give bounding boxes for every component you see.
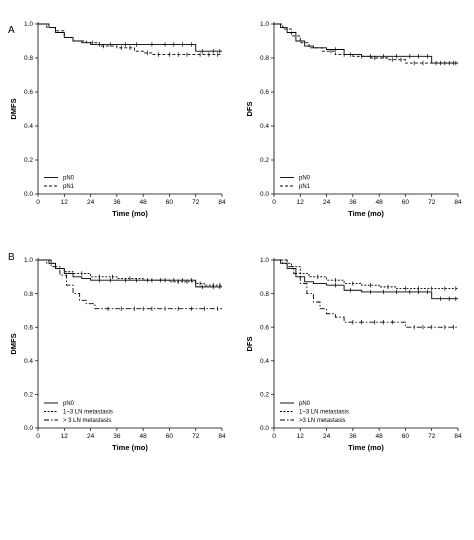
km-curve-dashdot <box>38 259 222 310</box>
y-axis-label: DMFS <box>9 333 18 354</box>
km-curve-solid <box>274 23 458 64</box>
x-tick-label: 24 <box>323 199 331 206</box>
x-tick-label: 48 <box>140 199 148 206</box>
y-tick-label: 0.4 <box>260 123 269 130</box>
legend-label: pN1 <box>299 184 311 190</box>
x-axis-label: Time (mo) <box>348 443 384 452</box>
km-plot-a-dfs: 0 12 24 36 48 60 72 84 0.0 0.2 0.4 0.6 0.8 1.0 Time (m… <box>245 21 462 218</box>
x-tick-label: 0 <box>272 433 276 440</box>
x-tick-label: 0 <box>36 199 40 206</box>
y-tick-label: 0.0 <box>24 425 33 432</box>
y-tick-label: 0.6 <box>260 89 269 96</box>
legend-label: pN0 <box>299 176 311 182</box>
y-tick-label: 0.8 <box>260 291 269 298</box>
legend-label: >3 LN metastasis <box>299 418 346 424</box>
x-axis-label: Time (mo) <box>348 209 384 218</box>
y-tick-label: 0.8 <box>260 55 269 62</box>
y-tick-label: 0.8 <box>24 291 33 298</box>
x-tick-label: 84 <box>218 433 226 440</box>
y-tick-label: 0.0 <box>260 191 269 198</box>
x-tick-label: 12 <box>61 433 69 440</box>
x-axis-label: Time (mo) <box>112 209 148 218</box>
panel-label-a: A <box>8 25 15 36</box>
x-tick-label: 0 <box>36 433 40 440</box>
panel-label-b: B <box>8 252 15 263</box>
km-plot-a-dmfs: 0 12 24 36 48 60 72 84 0.0 0.2 0.4 0.6 0.8 1.0 Time (m… <box>9 21 226 218</box>
y-tick-label: 1.0 <box>260 257 269 264</box>
km-curve-dashed <box>38 23 222 56</box>
y-axis-label: DMFS <box>9 98 18 119</box>
x-tick-label: 24 <box>323 433 331 440</box>
x-tick-label: 60 <box>402 433 410 440</box>
km-curve-solid <box>274 259 458 300</box>
y-tick-label: 1.0 <box>260 21 269 28</box>
x-tick-label: 60 <box>166 199 174 206</box>
km-curve-dashdot <box>274 259 458 328</box>
legend-label: 1~3 LN metastasis <box>299 410 349 416</box>
km-plot-b-dmfs: 0 12 24 36 48 60 72 84 0.0 0.2 0.4 0.6 0.8 1.0 Time (m… <box>9 257 226 452</box>
x-tick-label: 0 <box>272 199 276 206</box>
km-curve-dashed <box>274 23 458 64</box>
y-tick-label: 0.2 <box>24 392 33 399</box>
x-tick-label: 12 <box>61 199 69 206</box>
x-tick-label: 36 <box>113 433 121 440</box>
x-tick-label: 60 <box>166 433 174 440</box>
y-axis-label: DFS <box>245 337 254 352</box>
y-tick-label: 0.2 <box>24 157 33 164</box>
x-tick-label: 24 <box>87 433 95 440</box>
km-plot-b-dfs: 0 12 24 36 48 60 72 84 0.0 0.2 0.4 0.6 0.8 1.0 Time (m… <box>245 257 462 452</box>
x-tick-label: 48 <box>376 199 384 206</box>
x-tick-label: 24 <box>87 199 95 206</box>
y-tick-label: 0.6 <box>24 89 33 96</box>
y-tick-label: 0.2 <box>260 392 269 399</box>
km-curve-dotted <box>38 259 222 286</box>
x-tick-label: 72 <box>428 199 436 206</box>
y-tick-label: 0.4 <box>260 358 269 365</box>
y-tick-label: 0.6 <box>260 324 269 331</box>
x-tick-label: 72 <box>192 433 200 440</box>
legend-label: 1~3 LN metastasis <box>63 410 113 416</box>
y-axis-label: DFS <box>245 102 254 117</box>
y-tick-label: 0.0 <box>260 425 269 432</box>
x-tick-label: 36 <box>349 199 357 206</box>
y-tick-label: 0.0 <box>24 191 33 198</box>
y-tick-label: 1.0 <box>24 257 33 264</box>
y-tick-label: 0.4 <box>24 123 33 130</box>
legend-label: pN0 <box>63 401 75 407</box>
legend-label: pN0 <box>63 176 75 182</box>
x-tick-label: 60 <box>402 199 410 206</box>
x-tick-label: 48 <box>140 433 148 440</box>
x-tick-label: 72 <box>192 199 200 206</box>
y-tick-label: 0.8 <box>24 55 33 62</box>
y-tick-label: 0.6 <box>24 324 33 331</box>
y-tick-label: 0.4 <box>24 358 33 365</box>
x-tick-label: 84 <box>454 433 462 440</box>
legend-label: pN1 <box>63 184 75 190</box>
x-tick-label: 84 <box>454 199 462 206</box>
x-tick-label: 12 <box>297 199 305 206</box>
y-tick-label: 1.0 <box>24 21 33 28</box>
km-curve-solid <box>38 259 222 288</box>
legend-label: pN0 <box>299 401 311 407</box>
x-tick-label: 12 <box>297 433 305 440</box>
x-tick-label: 48 <box>376 433 384 440</box>
y-tick-label: 0.2 <box>260 157 269 164</box>
x-tick-label: 36 <box>113 199 121 206</box>
x-tick-label: 72 <box>428 433 436 440</box>
x-tick-label: 84 <box>218 199 226 206</box>
x-axis-label: Time (mo) <box>112 443 148 452</box>
x-tick-label: 36 <box>349 433 357 440</box>
km-curve-dotted <box>274 259 458 290</box>
legend-label: > 3 LN metastasis <box>63 418 111 424</box>
